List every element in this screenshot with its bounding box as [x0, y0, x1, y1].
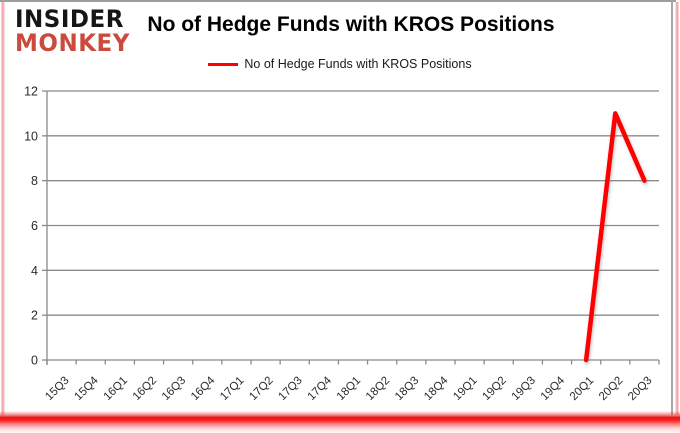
- svg-text:19Q4: 19Q4: [539, 374, 568, 403]
- svg-text:20Q2: 20Q2: [597, 375, 625, 403]
- legend-label: No of Hedge Funds with KROS Positions: [244, 57, 472, 71]
- svg-text:16Q1: 16Q1: [102, 375, 130, 403]
- svg-text:4: 4: [31, 264, 38, 278]
- logo-text-monkey: MONKEY: [15, 30, 130, 58]
- svg-text:17Q2: 17Q2: [247, 375, 275, 403]
- logo-text-insider: INSIDER: [15, 6, 124, 34]
- left-glow-border: [1, 2, 5, 415]
- svg-text:20Q3: 20Q3: [626, 375, 654, 403]
- x-axis-labels: 15Q3 15Q4 16Q1 16Q2 16Q3 16Q4 17Q1 17Q2 17Q3 17Q4…: [43, 374, 654, 403]
- svg-text:18Q3: 18Q3: [393, 375, 421, 403]
- svg-text:6: 6: [31, 219, 38, 233]
- y-axis-ticks: [42, 90, 47, 361]
- svg-text:18Q1: 18Q1: [335, 375, 363, 403]
- svg-text:17Q3: 17Q3: [276, 375, 304, 403]
- legend: No of Hedge Funds with KROS Positions: [0, 57, 680, 71]
- chart-title: No of Hedge Funds with KROS Positions: [147, 13, 555, 36]
- svg-text:18Q2: 18Q2: [364, 375, 392, 403]
- svg-text:2: 2: [31, 309, 38, 323]
- svg-text:17Q4: 17Q4: [306, 374, 335, 403]
- svg-text:0: 0: [31, 354, 38, 368]
- gridlines: [47, 90, 659, 361]
- svg-text:15Q3: 15Q3: [43, 375, 71, 403]
- svg-text:17Q1: 17Q1: [218, 375, 246, 403]
- svg-text:19Q3: 19Q3: [510, 375, 538, 403]
- svg-text:18Q4: 18Q4: [422, 374, 451, 403]
- svg-text:15Q4: 15Q4: [72, 374, 101, 403]
- svg-text:10: 10: [24, 129, 38, 143]
- svg-text:8: 8: [31, 174, 38, 188]
- svg-text:16Q4: 16Q4: [189, 374, 218, 403]
- svg-text:20Q1: 20Q1: [568, 375, 596, 403]
- x-axis-ticks: [46, 360, 660, 365]
- svg-text:19Q1: 19Q1: [451, 375, 479, 403]
- y-axis-labels: 0 2 4 6 8 10 12: [24, 85, 38, 368]
- svg-text:16Q2: 16Q2: [131, 375, 159, 403]
- svg-text:19Q2: 19Q2: [480, 375, 508, 403]
- legend-line-swatch: [208, 62, 239, 66]
- top-border: [0, 0, 676, 2]
- right-glow-border: [675, 2, 679, 415]
- right-border: [671, 1, 673, 415]
- svg-text:12: 12: [24, 85, 38, 99]
- bottom-glow-border: [0, 411, 680, 433]
- insider-monkey-logo: INSIDER MONKEY: [15, 6, 130, 58]
- series-line: [583, 111, 647, 363]
- svg-text:16Q3: 16Q3: [160, 375, 188, 403]
